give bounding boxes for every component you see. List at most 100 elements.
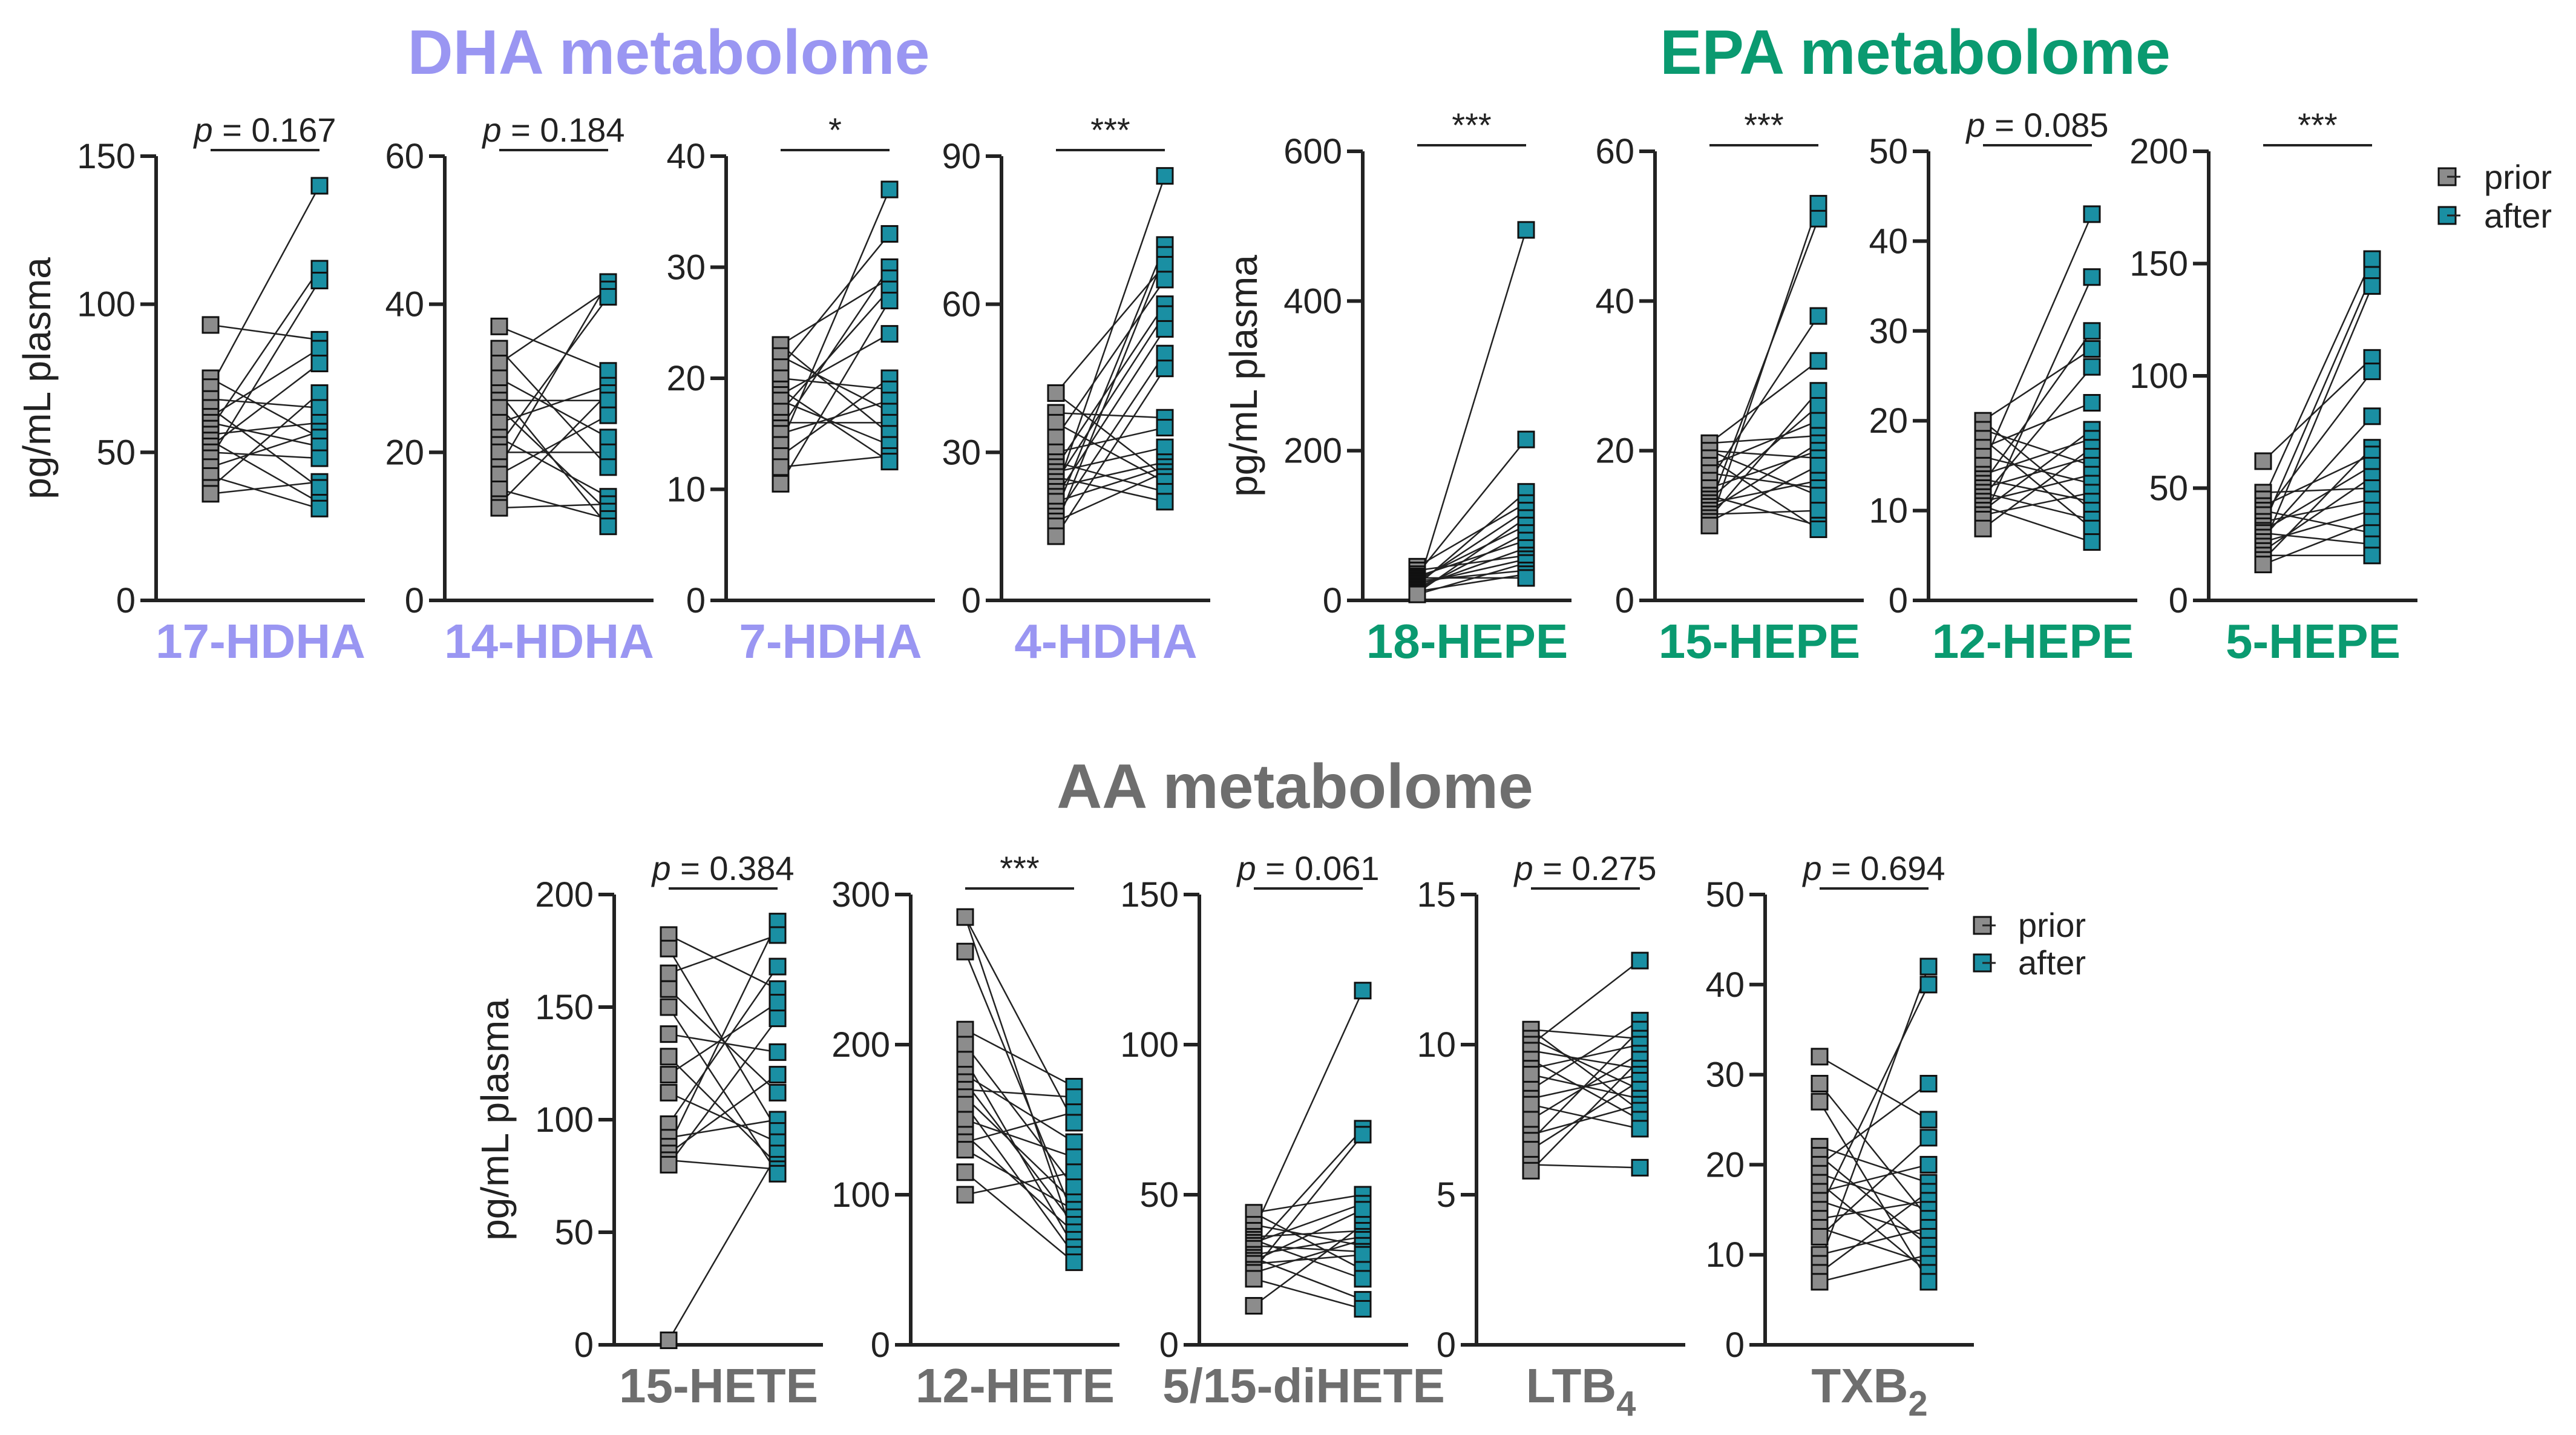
- after-point: [1156, 271, 1174, 289]
- after-point: [310, 272, 329, 290]
- pair-line: [780, 289, 890, 412]
- pair-line: [965, 1082, 1075, 1226]
- significance-label: p = 0.275: [1513, 849, 1656, 887]
- after-point: [1809, 396, 1827, 415]
- prior-point: [660, 1155, 678, 1174]
- panel-11: 0 5 10 15 LTB4 p = 0.275: [1417, 849, 1685, 1424]
- prior-point: [1522, 1141, 1540, 1159]
- pair-line: [1709, 420, 1819, 467]
- x-axis-label-subscript: 2: [1908, 1384, 1927, 1424]
- y-tick-label: 50: [1705, 875, 1745, 915]
- prior-point: [1047, 527, 1065, 545]
- x-axis-label-main: 5/15-diHETE: [1162, 1359, 1445, 1413]
- pair-line: [1819, 1083, 1929, 1220]
- pair-line: [210, 398, 320, 409]
- after-point: [1065, 1148, 1083, 1166]
- after-point: [599, 458, 617, 476]
- after-point: [1065, 1253, 1083, 1272]
- pair-line: [2262, 286, 2373, 547]
- prior-point: [1811, 1092, 1829, 1111]
- y-tick-label: 150: [1120, 875, 1179, 915]
- after-point: [1065, 1088, 1083, 1106]
- after-point: [1631, 951, 1649, 970]
- pair-line: [780, 233, 890, 368]
- after-point: [880, 453, 899, 471]
- prior-point: [956, 942, 974, 960]
- pair-line: [668, 1118, 778, 1138]
- after-point: [1919, 957, 1938, 976]
- pair-line: [499, 407, 609, 513]
- pair-line: [209, 280, 321, 459]
- pair-line: [965, 1149, 1075, 1210]
- pair-line: [1530, 1037, 1640, 1091]
- pair-line: [965, 1118, 1075, 1158]
- after-point: [310, 499, 329, 517]
- prior-point: [956, 1186, 974, 1204]
- after-point: [1809, 209, 1827, 228]
- panel-12: 0 10 20 30 40 50 TXB2 p = 0.694: [1705, 849, 1974, 1424]
- prior-point: [1245, 1270, 1263, 1288]
- significance-value: = 0.384: [671, 849, 795, 887]
- prior-point: [490, 465, 508, 484]
- after-point: [1156, 438, 1174, 456]
- after-point: [2083, 340, 2101, 358]
- pair-line: [1709, 435, 1819, 444]
- pair-line: [1253, 1134, 1363, 1270]
- after-point: [880, 180, 899, 199]
- pair-line: [1253, 1224, 1363, 1307]
- pair-line: [1709, 405, 1819, 500]
- pair-line: [1417, 439, 1527, 575]
- pair-line: [2263, 520, 2373, 565]
- pair-line: [210, 377, 320, 438]
- pair-line: [210, 439, 320, 504]
- after-point: [599, 362, 617, 380]
- prior-point: [660, 964, 678, 982]
- after-point: [310, 340, 329, 358]
- after-point: [599, 429, 617, 447]
- pair-line: [780, 377, 890, 390]
- pair-line: [2263, 357, 2373, 462]
- pair-line: [1253, 1239, 1363, 1274]
- pair-line: [1055, 254, 1166, 527]
- after-point: [769, 1066, 787, 1084]
- significance-value: = 0.184: [502, 111, 625, 149]
- pair-line: [2263, 510, 2373, 543]
- after-point: [310, 399, 329, 417]
- y-tick-label: 10: [1869, 491, 1908, 531]
- y-tick-label: 90: [942, 137, 981, 176]
- after-point: [1809, 520, 1827, 539]
- pair-line: [1709, 494, 1819, 527]
- after-point: [1809, 456, 1827, 475]
- x-axis-label: 5/15-diHETE: [1162, 1359, 1445, 1413]
- x-axis-label-main: 14-HDHA: [444, 614, 654, 668]
- y-tick-label: 20: [1595, 432, 1634, 471]
- prior-point: [1047, 384, 1065, 402]
- y-tick-label: 50: [96, 433, 136, 472]
- pair-line: [1253, 1278, 1363, 1310]
- prior-point: [772, 475, 790, 493]
- pair-line: [2263, 370, 2373, 516]
- pair-line: [668, 934, 778, 974]
- pair-line: [1819, 1227, 1929, 1265]
- pair-line: [1819, 1227, 1929, 1256]
- y-tick-label: 0: [2169, 581, 2188, 620]
- after-point: [1919, 1273, 1938, 1291]
- pair-line: [1055, 412, 1165, 419]
- pair-line: [780, 377, 890, 457]
- after-point: [599, 392, 617, 410]
- after-point: [880, 325, 899, 343]
- x-axis-label: 17-HDHA: [156, 614, 365, 668]
- pair-line: [1530, 1029, 1640, 1141]
- prior-point: [956, 1036, 974, 1054]
- after-point: [2363, 407, 2381, 425]
- after-point: [2083, 205, 2101, 223]
- prior-point: [1408, 585, 1426, 603]
- y-tick-label: 40: [1595, 281, 1634, 321]
- prior-point: [490, 369, 508, 387]
- pair-line: [499, 488, 609, 520]
- pair-line: [210, 348, 320, 418]
- pair-line: [2262, 258, 2373, 500]
- pair-line: [965, 1089, 1075, 1098]
- after-point: [599, 517, 617, 536]
